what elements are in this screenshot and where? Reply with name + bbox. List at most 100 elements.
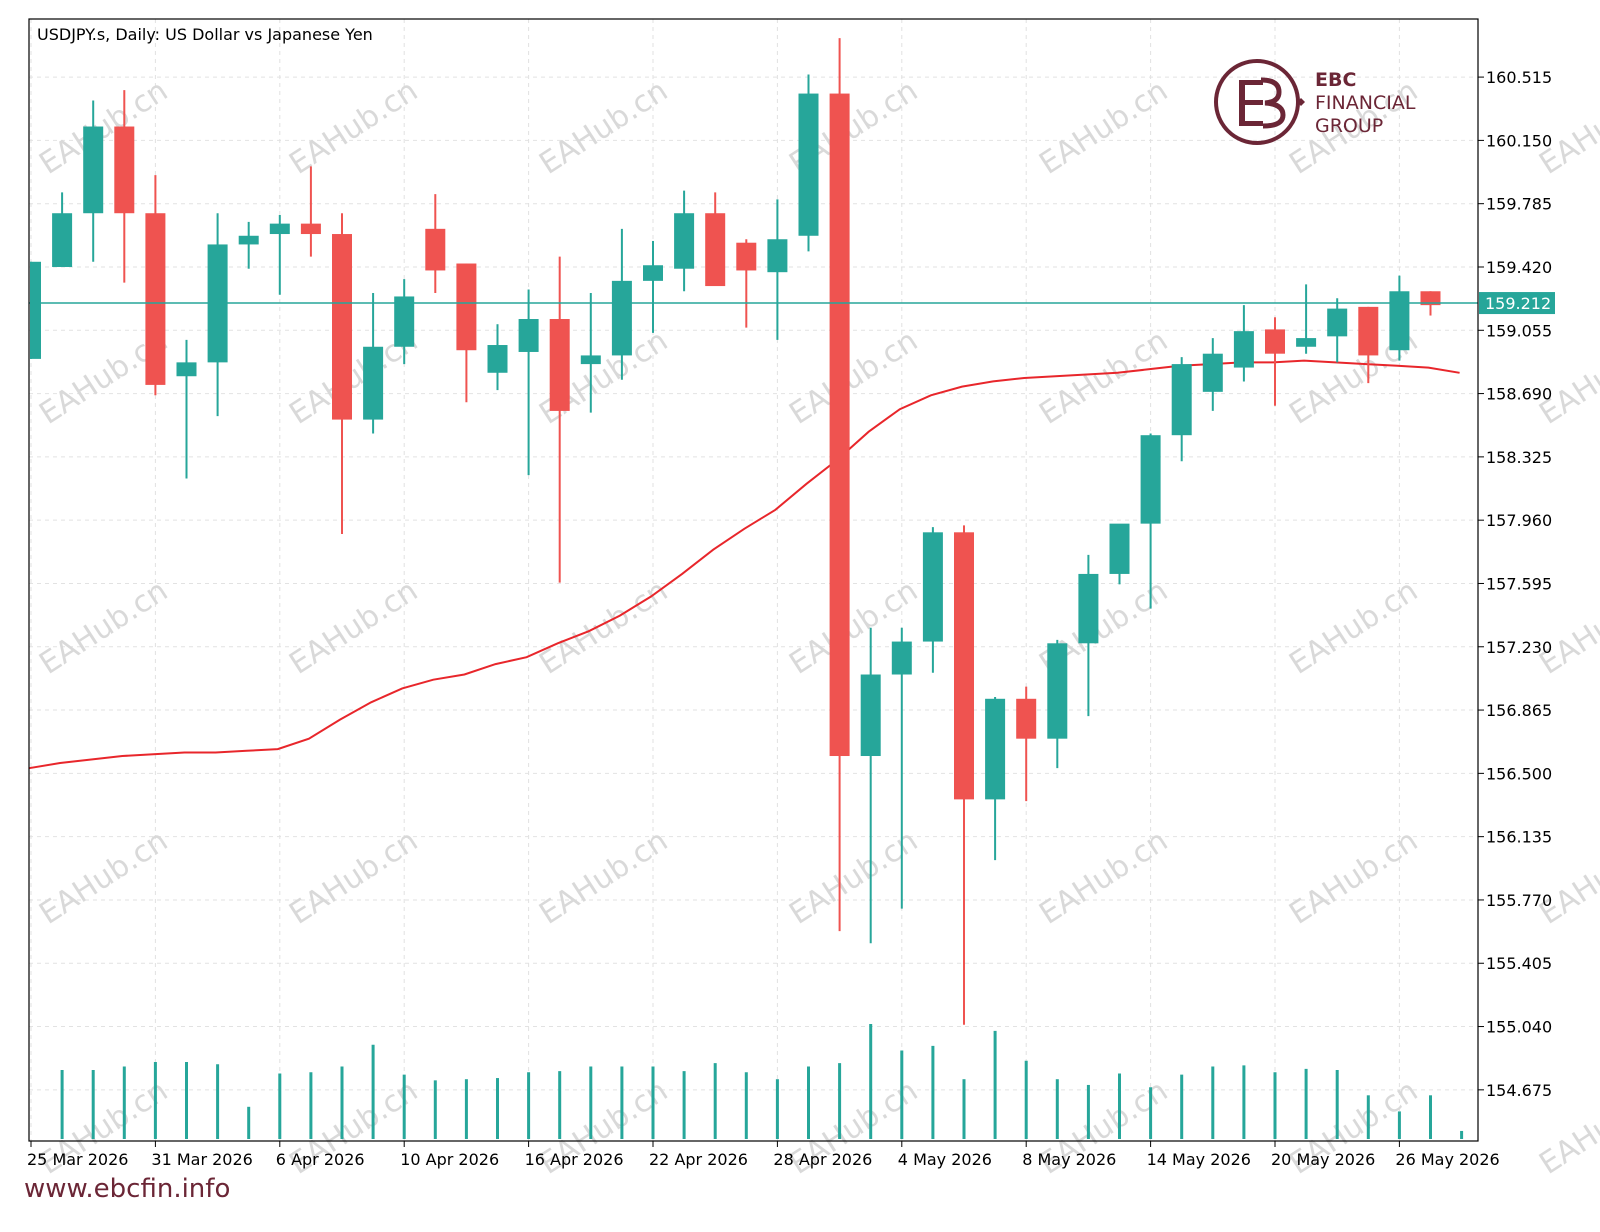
candle xyxy=(30,261,41,359)
y-axis: 160.515 160.150 159.785 159.420 159.055 158.6… xyxy=(1478,68,1552,1100)
candle xyxy=(269,214,290,295)
x-tick-label: 10 Apr 2026 xyxy=(400,1150,499,1169)
candle-body xyxy=(1140,435,1161,524)
candle xyxy=(176,339,197,479)
candle-body xyxy=(1265,329,1285,354)
candle-body xyxy=(643,265,663,281)
candle-body xyxy=(985,698,1006,800)
plot-frame xyxy=(28,18,1479,1142)
watermark-text: EAHub.cn xyxy=(783,323,924,431)
candle-body xyxy=(176,362,197,377)
candle-body xyxy=(1296,338,1317,347)
y-tick-label: 159.420 xyxy=(1486,258,1552,277)
candle-body xyxy=(332,234,352,420)
candle xyxy=(829,38,850,932)
watermark-text: EAHub.cn xyxy=(1033,73,1174,181)
candle-body xyxy=(1358,306,1379,356)
candle-body xyxy=(1233,331,1254,368)
candle xyxy=(736,239,757,328)
price-tag-bg xyxy=(1479,292,1555,315)
candle-body xyxy=(518,319,539,352)
candle xyxy=(1078,554,1099,717)
x-tick-label: 26 May 2026 xyxy=(1395,1150,1499,1169)
logo-line-2: FINANCIAL xyxy=(1315,92,1416,114)
y-tick-label: 157.960 xyxy=(1486,511,1552,530)
candle xyxy=(611,228,632,380)
candle xyxy=(954,525,974,1025)
candle-body xyxy=(363,346,384,420)
watermarks: EAHub.cn EAHub.cn EAHub.cn EAHub.cn EAHub.cn… xyxy=(33,73,1600,1181)
footer-url: www.ebcfin.info xyxy=(24,1174,231,1204)
candle xyxy=(1389,275,1410,361)
watermark-text: EAHub.cn xyxy=(1283,823,1424,931)
watermark-text: EAHub.cn xyxy=(33,823,174,931)
candle-body xyxy=(829,93,850,757)
candles xyxy=(30,38,1441,1025)
candle xyxy=(83,100,104,262)
candle-body xyxy=(1327,308,1348,337)
y-tick-label: 156.500 xyxy=(1486,764,1552,783)
x-tick-label: 14 May 2026 xyxy=(1147,1150,1251,1169)
candle xyxy=(145,175,166,396)
candle-body xyxy=(114,126,135,214)
candle-body xyxy=(891,641,912,675)
x-tick-label: 16 Apr 2026 xyxy=(525,1150,624,1169)
candle-body xyxy=(1047,643,1068,739)
candle-body xyxy=(487,345,508,373)
candle xyxy=(767,199,788,340)
y-tick-label: 158.325 xyxy=(1486,448,1552,467)
candle xyxy=(425,194,446,293)
candle xyxy=(394,279,415,365)
current-price-line: 159.212 xyxy=(29,292,1555,315)
y-tick-label: 156.135 xyxy=(1486,828,1552,847)
logo-line-1: EBC xyxy=(1315,69,1356,91)
watermark-text: EAHub.cn xyxy=(1033,823,1174,931)
candle xyxy=(487,324,508,391)
candle xyxy=(1202,338,1223,411)
candle-body xyxy=(456,263,477,351)
ebc-logo: EBC FINANCIAL GROUP xyxy=(1214,59,1416,145)
y-tick-label: 159.785 xyxy=(1486,195,1552,214)
candle-body xyxy=(1171,364,1192,436)
watermark-text: EAHub.cn xyxy=(283,573,424,681)
x-tick-label: 28 Apr 2026 xyxy=(773,1150,872,1169)
candle xyxy=(1233,305,1254,382)
candle-body xyxy=(922,532,943,642)
candle xyxy=(549,256,570,583)
candle-body xyxy=(394,296,415,347)
candle xyxy=(1265,317,1285,406)
candle-body xyxy=(52,213,73,267)
candle-body xyxy=(300,223,321,235)
x-tick-label: 6 Apr 2026 xyxy=(276,1150,365,1169)
ma-line xyxy=(28,359,1460,770)
x-tick-label: 22 Apr 2026 xyxy=(649,1150,748,1169)
x-tick-label: 31 Mar 2026 xyxy=(151,1150,252,1169)
logo-line-3: GROUP xyxy=(1315,115,1383,137)
y-tick-label: 158.690 xyxy=(1486,385,1552,404)
candle xyxy=(300,166,321,257)
candle xyxy=(798,74,819,252)
watermark-text: EAHub.cn xyxy=(1533,73,1600,181)
y-tick-label: 155.405 xyxy=(1486,954,1552,973)
candle-body xyxy=(674,213,695,269)
candle-body xyxy=(238,235,259,245)
x-tick-label: 25 Mar 2026 xyxy=(27,1150,128,1169)
candle xyxy=(518,289,539,476)
candle xyxy=(985,697,1006,861)
candle-body xyxy=(1389,291,1410,351)
candle xyxy=(363,292,384,434)
candle-body xyxy=(1202,353,1223,392)
y-tick-label: 157.595 xyxy=(1486,574,1552,593)
candle xyxy=(705,192,726,287)
y-tick-label: 160.150 xyxy=(1486,131,1552,150)
candle xyxy=(580,292,601,413)
y-tick-label: 159.055 xyxy=(1486,321,1552,340)
candle-body xyxy=(798,93,819,236)
watermark-text: EAHub.cn xyxy=(283,73,424,181)
candle xyxy=(207,213,228,417)
candle-body xyxy=(145,213,166,385)
candle-body xyxy=(611,280,632,356)
candle-body xyxy=(83,126,104,214)
x-tick-label: 8 May 2026 xyxy=(1022,1150,1116,1169)
candle xyxy=(674,190,695,292)
